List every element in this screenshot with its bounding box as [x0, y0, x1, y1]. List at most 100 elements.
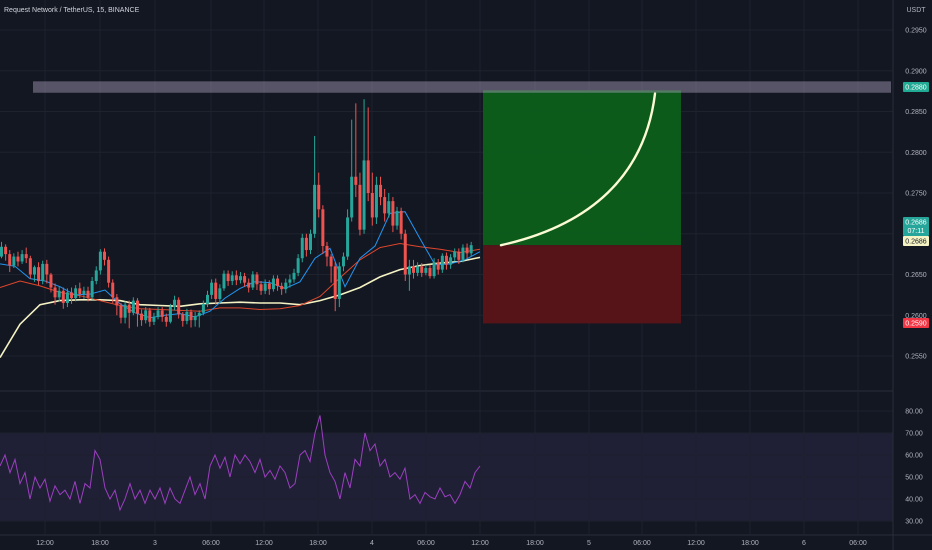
- candle-body: [144, 310, 148, 321]
- candle-body: [333, 266, 337, 299]
- candle-body: [177, 299, 181, 315]
- rsi-tick-label: 70.00: [905, 431, 923, 438]
- candle-body: [4, 246, 8, 255]
- price-axis[interactable]: 0.29500.29000.28500.28000.27500.27000.26…: [905, 28, 927, 361]
- candle-body: [374, 184, 378, 218]
- price-tick-label: 0.2650: [905, 272, 927, 279]
- candle-body: [436, 262, 440, 270]
- candle-body: [263, 283, 267, 291]
- price-tick-label: 0.2850: [905, 109, 927, 116]
- candle-body: [444, 255, 448, 265]
- candle-body: [337, 266, 341, 299]
- time-tick-label: 6: [802, 540, 806, 547]
- candle-body: [354, 176, 358, 185]
- candle-body: [358, 184, 362, 230]
- resistance-zone[interactable]: [33, 81, 891, 93]
- candle-body: [86, 290, 90, 298]
- candle-body: [8, 254, 12, 266]
- candle-body: [218, 288, 222, 299]
- candle-body: [98, 251, 102, 271]
- candle-body: [123, 304, 127, 318]
- candle-body: [61, 290, 65, 304]
- candle-body: [370, 193, 374, 218]
- candle-body: [317, 184, 321, 210]
- time-tick-label: 12:00: [255, 540, 273, 547]
- time-tick-label: 06:00: [417, 540, 435, 547]
- candle-body: [210, 282, 214, 295]
- projection-curve[interactable]: [499, 92, 657, 247]
- currency-label[interactable]: USDT: [906, 7, 926, 14]
- candle-body: [82, 290, 86, 295]
- rsi-tick-label: 60.00: [905, 453, 923, 460]
- candle-body: [78, 288, 82, 295]
- candle-body: [469, 245, 473, 254]
- candle-body: [412, 266, 415, 273]
- candle-body: [440, 255, 444, 270]
- candle-body: [0, 246, 3, 257]
- candle-body: [321, 209, 325, 246]
- candle-body: [28, 258, 32, 275]
- candle-body: [214, 282, 218, 299]
- candle-body: [325, 245, 329, 257]
- time-tick-label: 5: [587, 540, 591, 547]
- candle-body: [362, 160, 366, 230]
- price-tick-label: 0.2600: [905, 313, 927, 320]
- candle-body: [292, 272, 296, 280]
- candle-body: [465, 247, 469, 254]
- candle-body: [181, 314, 185, 321]
- candle-body: [416, 266, 420, 273]
- candle-body: [424, 267, 428, 273]
- candle-body: [395, 210, 399, 226]
- candle-body: [127, 304, 131, 313]
- time-tick-label: 12:00: [687, 540, 705, 547]
- candle-body: [156, 310, 160, 317]
- candle-body: [20, 254, 24, 262]
- time-tick-label: 18:00: [741, 540, 759, 547]
- candle-body: [288, 279, 292, 283]
- candle-body: [276, 278, 280, 286]
- candle-body: [309, 233, 312, 251]
- ma-price-label: 0.2686: [905, 239, 927, 246]
- candle-body: [65, 292, 69, 304]
- time-tick-label: 4: [370, 540, 374, 547]
- candle-body: [119, 305, 123, 318]
- rsi-axis[interactable]: 80.00 70.00 60.00 50.00 40.00 30.00: [905, 409, 923, 526]
- stop-price-label: 0.2590: [905, 321, 927, 328]
- time-tick-label: 06:00: [849, 540, 867, 547]
- time-tick-label: 18:00: [526, 540, 544, 547]
- price-tick-label: 0.2950: [905, 28, 927, 35]
- ma-price-badge: 0.2686: [903, 236, 929, 246]
- candle-body: [391, 201, 395, 226]
- candle-body: [185, 311, 189, 321]
- time-axis[interactable]: 12:00 18:00 3 06:00 12:00 18:00 4 06:00 12:00 18:…: [36, 540, 867, 547]
- candle-body: [461, 247, 465, 260]
- candle-body: [243, 276, 247, 283]
- candle-body: [350, 176, 354, 218]
- target-price-badge: 0.2880: [903, 82, 929, 93]
- candle-body: [168, 307, 172, 322]
- ma-slow-line: [0, 256, 481, 359]
- time-tick-label: 12:00: [471, 540, 489, 547]
- candle-body: [32, 267, 36, 275]
- candle-body: [379, 184, 383, 198]
- candle-body: [148, 310, 152, 322]
- chart-title[interactable]: Request Network / TetherUS, 15, BINANCE: [4, 7, 140, 14]
- rsi-tick-label: 30.00: [905, 519, 923, 526]
- candle-body: [160, 310, 164, 317]
- time-tick-label: 18:00: [91, 540, 109, 547]
- candle-body: [387, 201, 391, 214]
- profit-zone[interactable]: [483, 90, 681, 246]
- candle-body: [173, 299, 177, 308]
- loss-zone[interactable]: [483, 245, 681, 324]
- candle-body: [226, 273, 230, 282]
- time-tick-label: 12:00: [36, 540, 54, 547]
- candle-body: [193, 316, 197, 321]
- candle-body: [140, 313, 144, 321]
- time-tick-label: 06:00: [633, 540, 651, 547]
- stop-price-badge: 0.2590: [903, 318, 929, 328]
- candle-body: [135, 300, 139, 314]
- candle-body: [453, 251, 457, 258]
- candle-body: [329, 256, 333, 267]
- candle-body: [247, 282, 251, 288]
